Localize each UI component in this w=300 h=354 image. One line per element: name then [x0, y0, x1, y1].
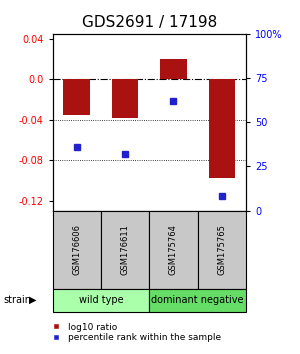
Bar: [101, 211, 149, 289]
Bar: [52, 211, 101, 289]
Text: dominant negative: dominant negative: [152, 295, 244, 305]
Text: ▶: ▶: [28, 295, 36, 305]
Text: GSM175765: GSM175765: [217, 224, 226, 275]
Text: GDS2691 / 17198: GDS2691 / 17198: [82, 15, 218, 30]
Bar: [208, 79, 235, 178]
Text: GSM175764: GSM175764: [169, 224, 178, 275]
Bar: [112, 79, 138, 118]
Text: strain: strain: [3, 295, 31, 305]
Bar: [160, 59, 187, 79]
Text: GSM176606: GSM176606: [72, 224, 81, 275]
Bar: [198, 211, 246, 289]
Bar: [63, 79, 90, 115]
Bar: [149, 289, 246, 312]
Bar: [52, 289, 149, 312]
Legend: log10 ratio, percentile rank within the sample: log10 ratio, percentile rank within the …: [44, 319, 225, 346]
Bar: [149, 211, 198, 289]
Text: wild type: wild type: [79, 295, 123, 305]
Text: GSM176611: GSM176611: [121, 224, 130, 275]
